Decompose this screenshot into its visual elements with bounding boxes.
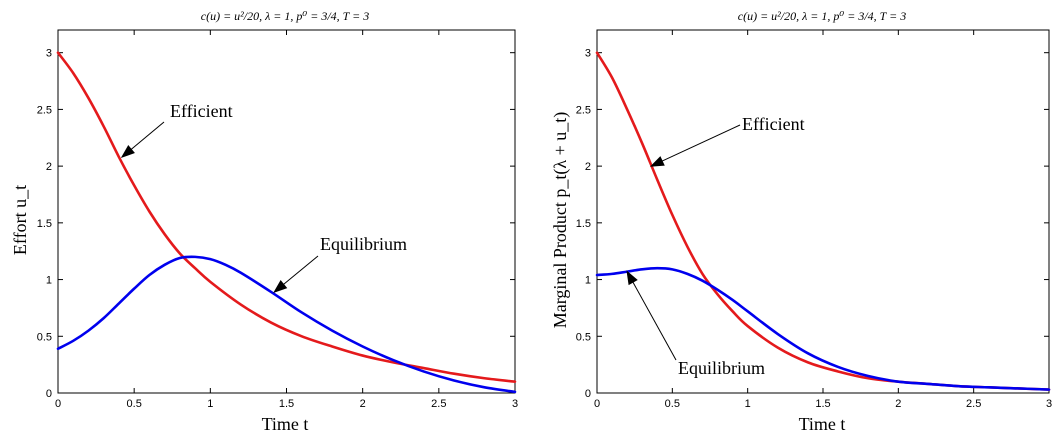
y-tick-label: 0 (46, 388, 52, 400)
annotations: Efficient Equilibrium (626, 114, 805, 378)
x-tick-label: 2.5 (966, 398, 981, 410)
ticks: 0 0.5 1 1.5 2 2.5 3 0 0.5 1 1.5 2 2.5 3 (37, 30, 518, 410)
annotation-arrowhead (649, 156, 665, 167)
y-tick-label: 3 (585, 48, 591, 60)
y-tick-label: 0 (585, 388, 591, 400)
x-tick-label: 1 (207, 398, 213, 410)
x-tick-label: 2.5 (431, 398, 446, 410)
annotation-arrow (130, 121, 165, 150)
series-line-equilibrium (56, 255, 517, 394)
y-tick-label: 1.5 (37, 218, 52, 230)
series-group (595, 51, 1051, 391)
y-tick-label: 1 (46, 275, 52, 287)
annotation-label: Equilibrium (320, 234, 407, 254)
y-tick-label: 1.5 (576, 218, 591, 230)
x-axis-label: Time t (799, 414, 846, 434)
chart-title: c(u) = u²/20, λ = 1, p⁰ = 3/4, T = 3 (201, 9, 369, 23)
plot-area (596, 29, 1050, 394)
x-tick-label: 0.5 (665, 398, 680, 410)
annotation-label: Efficient (170, 101, 233, 121)
y-tick-label: 0.5 (37, 331, 52, 343)
x-tick-label: 2 (360, 398, 366, 410)
x-tick-label: 0 (55, 398, 61, 410)
y-tick-label: 0.5 (576, 331, 591, 343)
x-tick-label: 3 (512, 398, 518, 410)
y-axis-label: Effort u_t (10, 185, 30, 255)
x-tick-label: 3 (1046, 398, 1052, 410)
annotation-arrow (661, 124, 741, 162)
series-line-efficient (56, 51, 517, 383)
series-group (56, 51, 517, 394)
annotation-arrowhead (120, 145, 135, 158)
series-line-equilibrium (595, 266, 1051, 391)
x-tick-label: 1.5 (815, 398, 830, 410)
x-tick-label: 0.5 (127, 398, 142, 410)
y-tick-label: 2 (46, 161, 52, 173)
annotation-arrowhead (626, 270, 638, 286)
annotation-arrowhead (273, 280, 288, 293)
annotation-arrow (283, 255, 319, 285)
annotation-arrow (632, 281, 677, 361)
annotation-label: Equilibrium (678, 358, 765, 378)
plot-area (57, 29, 516, 394)
ticks: 0 0.5 1 1.5 2 2.5 3 0 0.5 1 1.5 2 2.5 3 (576, 30, 1052, 410)
y-tick-label: 2.5 (576, 104, 591, 116)
y-tick-label: 3 (46, 48, 52, 60)
y-tick-label: 2 (585, 161, 591, 173)
effort-chart: c(u) = u²/20, λ = 1, p⁰ = 3/4, T = 3 Eff… (10, 9, 518, 434)
x-tick-label: 2 (895, 398, 901, 410)
x-axis-label: Time t (262, 414, 309, 434)
x-tick-label: 1.5 (279, 398, 294, 410)
y-axis-label: Marginal Product p_t(λ + u_t) (550, 112, 571, 329)
annotation-label: Efficient (742, 114, 805, 134)
chart-title: c(u) = u²/20, λ = 1, p⁰ = 3/4, T = 3 (738, 9, 906, 23)
x-tick-label: 1 (745, 398, 751, 410)
annotations: Efficient Equilibrium (120, 101, 407, 293)
y-tick-label: 2.5 (37, 104, 52, 116)
marginal-product-chart: c(u) = u²/20, λ = 1, p⁰ = 3/4, T = 3 Mar… (550, 9, 1052, 434)
y-tick-label: 1 (585, 275, 591, 287)
x-tick-label: 0 (594, 398, 600, 410)
